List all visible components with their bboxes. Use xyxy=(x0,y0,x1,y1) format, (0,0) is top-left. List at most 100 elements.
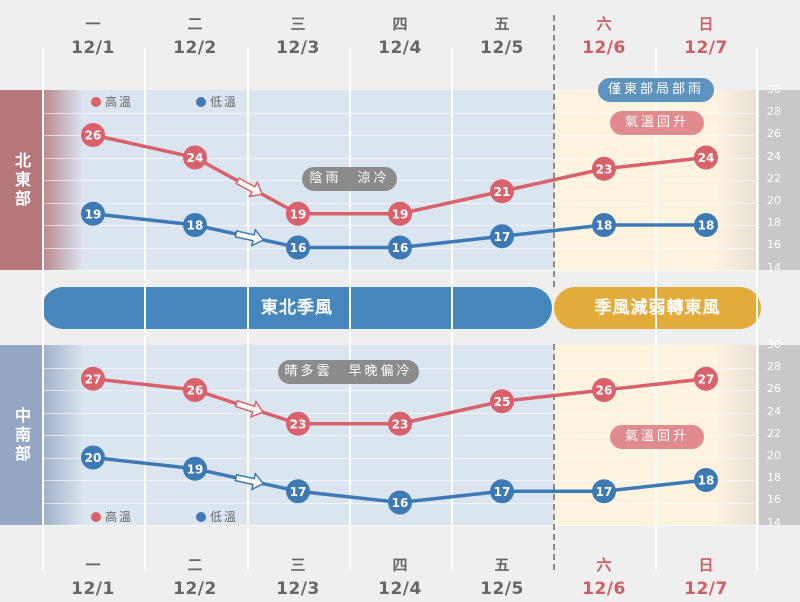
legend-item-low: 低溫 xyxy=(196,508,238,525)
y-tick-label: 28 xyxy=(767,105,781,119)
low-value-label: 17 xyxy=(596,485,613,499)
low-marker xyxy=(286,479,310,504)
legend-label: 高溫 xyxy=(105,510,134,524)
high-value-label: 27 xyxy=(85,372,102,386)
legend-label: 低溫 xyxy=(210,510,239,524)
trend-arrow-icon xyxy=(234,228,265,247)
column-divider xyxy=(451,48,453,570)
date-label: 12/4 xyxy=(378,579,422,599)
date-label: 12/3 xyxy=(276,38,320,58)
h-gridline xyxy=(43,135,757,136)
column-divider xyxy=(247,48,249,570)
date-label: 12/1 xyxy=(71,579,115,599)
high-value-label: 26 xyxy=(85,129,102,143)
y-tick-label: 22 xyxy=(767,171,781,185)
y-tick-label: 14 xyxy=(767,260,781,274)
low-value-label: 20 xyxy=(85,451,102,465)
high-marker xyxy=(388,411,412,436)
region-label-north: 北東部 xyxy=(0,90,42,270)
y-tick-label: 14 xyxy=(767,515,781,529)
h-gridline xyxy=(43,180,757,181)
low-marker xyxy=(694,468,718,492)
low-value-label: 19 xyxy=(85,207,102,221)
trend-arrow-icon xyxy=(234,399,265,419)
y-tick-label: 24 xyxy=(767,149,781,163)
low-marker xyxy=(81,445,105,470)
high-marker xyxy=(694,145,718,170)
low-marker xyxy=(490,479,514,504)
rain-note-north: 僅東部局部雨 xyxy=(598,78,714,102)
weekend-divider xyxy=(553,344,555,570)
high-value-label: 27 xyxy=(698,372,715,386)
weather-note-south: 晴多雲 早晚偏冷 xyxy=(278,360,419,384)
high-value-label: 25 xyxy=(494,395,511,409)
low-marker xyxy=(183,213,207,237)
high-value-label: 26 xyxy=(187,384,204,398)
y-tick-label: 18 xyxy=(767,471,781,485)
low-value-label: 16 xyxy=(290,241,307,255)
high-value-label: 24 xyxy=(187,151,204,165)
low-marker xyxy=(694,213,718,237)
h-gridline xyxy=(43,525,757,526)
date-label: 12/1 xyxy=(71,38,115,58)
y-tick-label: 24 xyxy=(767,404,781,418)
weakening-band: 季風減弱轉東風 xyxy=(554,287,761,329)
weekday-label: 三 xyxy=(290,15,306,33)
low-value-label: 17 xyxy=(494,485,511,499)
low-marker xyxy=(81,201,105,226)
temperature-lines: 26 24 19 19 21 23 24 19 18 16 16 17 18 18 27 26 23 23 25 26… xyxy=(81,123,718,515)
date-label: 12/3 xyxy=(276,579,320,599)
date-label: 12/6 xyxy=(582,38,626,58)
date-label: 12/7 xyxy=(684,579,728,599)
trend-arrow-icon xyxy=(235,177,264,198)
y-tick-label: 20 xyxy=(767,194,781,207)
high-value-label: 23 xyxy=(290,417,307,431)
high-marker xyxy=(286,411,310,436)
date-label: 12/5 xyxy=(480,38,524,58)
legend-item-high: 高溫 xyxy=(91,508,133,525)
high-value-label: 21 xyxy=(494,185,511,199)
high-value-label: 26 xyxy=(596,384,613,398)
day-header: 一 12/1 xyxy=(43,13,143,61)
y-tick-label: 16 xyxy=(767,493,781,507)
column-divider xyxy=(349,48,351,570)
low-value-label: 16 xyxy=(392,496,409,510)
y-tick-label: 18 xyxy=(767,216,781,230)
weekday-label: 二 xyxy=(187,15,203,33)
weekday-label: 五 xyxy=(494,15,510,33)
weather-note-north: 陰雨 涼冷 xyxy=(302,167,397,191)
warming-note-south: 氣溫回升 xyxy=(610,425,704,449)
high-value-label: 23 xyxy=(392,417,409,431)
high-marker xyxy=(81,366,105,391)
high-marker xyxy=(81,123,105,147)
region-label-south: 中南部 xyxy=(0,345,42,525)
high-marker xyxy=(286,201,310,226)
date-label: 12/7 xyxy=(684,38,728,58)
day-header: 六 12/6 xyxy=(554,13,654,61)
legend-item-high: 高溫 xyxy=(91,93,133,110)
high-value-label: 19 xyxy=(290,207,307,221)
weekend-divider xyxy=(553,15,555,287)
weekday-label: 日 xyxy=(698,15,714,33)
low-value-label: 17 xyxy=(494,230,511,244)
day-header: 二 12/2 xyxy=(145,13,245,61)
day-header: 四 12/4 xyxy=(350,13,450,61)
high-marker xyxy=(592,156,616,181)
high-value-label: 23 xyxy=(596,162,613,176)
legend-dot-icon xyxy=(91,512,101,522)
low-value-label: 18 xyxy=(187,219,204,233)
date-label: 12/2 xyxy=(173,38,217,58)
h-gridline xyxy=(43,457,757,459)
south-y-axis: 30 28 26 24 22 20 18 16 14 xyxy=(759,338,800,529)
low-value-label: 17 xyxy=(290,485,307,499)
column-divider xyxy=(655,48,657,570)
column-divider xyxy=(42,48,44,570)
h-gridline xyxy=(43,480,757,481)
h-gridline xyxy=(43,390,757,391)
warming-note-north: 氣溫回升 xyxy=(610,111,704,135)
high-marker xyxy=(183,378,207,402)
day-header: 日 12/7 xyxy=(656,13,756,61)
weekday-label: 四 xyxy=(392,15,408,33)
low-marker xyxy=(286,235,310,260)
column-divider xyxy=(144,48,146,570)
